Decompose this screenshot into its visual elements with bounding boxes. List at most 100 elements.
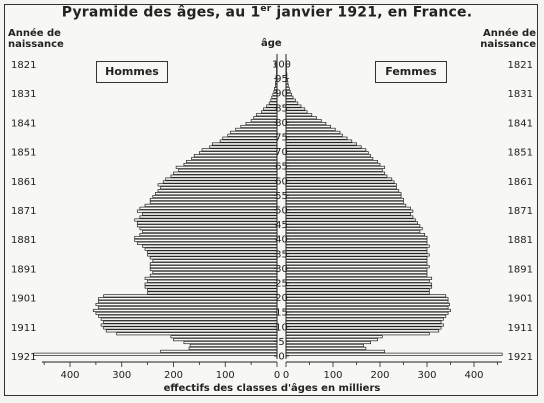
chart-title: Pyramide des âges, au 1er janvier 1921, … [61,4,473,21]
birth-year-right: 1871 [508,206,533,217]
bar-femmes-age-75 [285,133,343,137]
age-tick-label-bg [277,248,286,259]
bar-femmes-age-5 [285,338,378,342]
bar-hommes-age-33 [149,256,278,260]
bar-femmes-age-9 [285,326,442,330]
bar-hommes-age-81 [253,116,278,120]
x-tick-label-left: 400 [60,370,79,381]
age-tick-label-bg [277,307,286,318]
bar-hommes-age-35 [147,250,278,254]
bar-hommes-age-6 [170,335,278,339]
age-tick-label-bg [277,117,286,128]
bar-femmes-age-11 [285,320,442,324]
bar-femmes-age-83 [285,110,308,114]
bar-femmes-age-6 [285,335,383,339]
bar-femmes-age-26 [285,276,433,280]
bar-femmes-age-48 [285,212,411,216]
x-tick-label-left: 300 [112,370,131,381]
bar-femmes-age-17 [285,303,450,307]
bar-femmes-age-72 [285,142,357,146]
bar-hommes-age-23 [144,285,278,289]
bar-femmes-age-49 [285,209,414,213]
birth-year-left: 1901 [11,294,36,305]
bar-hommes-age-38 [136,241,278,245]
bar-hommes-age-24 [144,282,278,286]
birth-year-right: 1921 [508,352,533,363]
bar-femmes-age-76 [285,130,341,134]
age-tick-label: 50 [275,206,288,217]
bar-hommes-age-64 [175,165,278,169]
bar-femmes-age-10 [285,323,444,327]
x-tick-label-right: 0 [283,370,289,381]
birth-year-left: 1921 [11,352,36,363]
birth-year-left: 1821 [11,60,36,71]
bar-femmes-age-24 [285,282,433,286]
bar-femmes-age-0 [285,352,503,356]
bar-femmes-age-35 [285,250,428,254]
bar-femmes-age-68 [285,154,371,158]
bar-hommes-age-41 [139,233,278,237]
birth-year-left: 1891 [11,264,36,275]
age-tick-label-bg [277,336,286,347]
bar-femmes-age-27 [285,273,428,277]
bar-femmes-age-79 [285,122,327,126]
bar-hommes-age-29 [149,268,278,272]
age-tick-label-bg [277,205,286,215]
bar-femmes-age-60 [285,177,393,181]
bar-femmes-age-31 [285,262,428,266]
bar-femmes-age-22 [285,288,430,292]
age-tick-label: 25 [275,279,288,290]
bar-hommes-age-34 [147,253,278,257]
bar-hommes-age-21 [147,291,278,295]
age-tick-label: 15 [275,308,288,319]
bar-hommes-age-44 [136,224,278,228]
birth-year-left: 1831 [11,89,36,100]
birth-year-right: 1841 [508,118,533,129]
bar-femmes-age-66 [285,160,378,164]
bar-hommes-age-32 [152,259,278,263]
bar-hommes-age-66 [186,160,278,164]
bar-hommes-age-4 [183,341,278,345]
bar-femmes-age-38 [285,241,428,245]
age-tick-label-bg [277,234,286,245]
bar-hommes-age-56 [157,189,278,193]
age-tick-label-bg [277,132,286,142]
bar-femmes-age-62 [285,171,386,175]
bar-femmes-age-85 [285,104,302,108]
bar-femmes-age-50 [285,206,411,210]
bar-femmes-age-28 [285,270,428,274]
bar-hommes-age-17 [95,303,278,307]
bar-hommes-age-10 [100,323,278,327]
bar-hommes-age-73 [219,139,278,143]
bar-femmes-age-21 [285,291,430,295]
bar-femmes-age-41 [285,233,426,237]
bar-femmes-age-58 [285,183,397,187]
bar-femmes-age-2 [285,346,367,350]
bar-hommes-age-52 [149,200,278,204]
bar-femmes-age-51 [285,203,407,207]
bar-femmes-age-30 [285,265,430,269]
bar-femmes-age-16 [285,306,449,310]
bar-hommes-age-47 [139,215,278,219]
age-tick-label: 5 [278,337,284,348]
bar-hommes-age-54 [152,195,278,199]
age-tick-label-bg [277,102,286,113]
bar-hommes-age-80 [250,119,278,123]
birth-year-left: 1871 [11,206,36,217]
birth-year-left: 1841 [11,118,36,129]
birth-year-right: 1851 [508,148,533,159]
bar-hommes-age-48 [142,212,278,216]
bar-hommes-age-30 [149,265,278,269]
age-tick-label-bg [277,351,286,361]
bar-femmes-age-53 [285,197,404,201]
bar-hommes-age-58 [157,183,278,187]
x-tick-label-right: 200 [370,370,389,381]
bar-hommes-age-2 [188,346,278,350]
age-tick-label: 20 [275,293,288,304]
age-tick-label: 90 [275,89,288,100]
bar-hommes-age-37 [142,244,278,248]
bar-hommes-age-69 [199,151,278,155]
birth-year-right: 1821 [508,60,533,71]
bar-hommes-age-82 [255,113,278,117]
